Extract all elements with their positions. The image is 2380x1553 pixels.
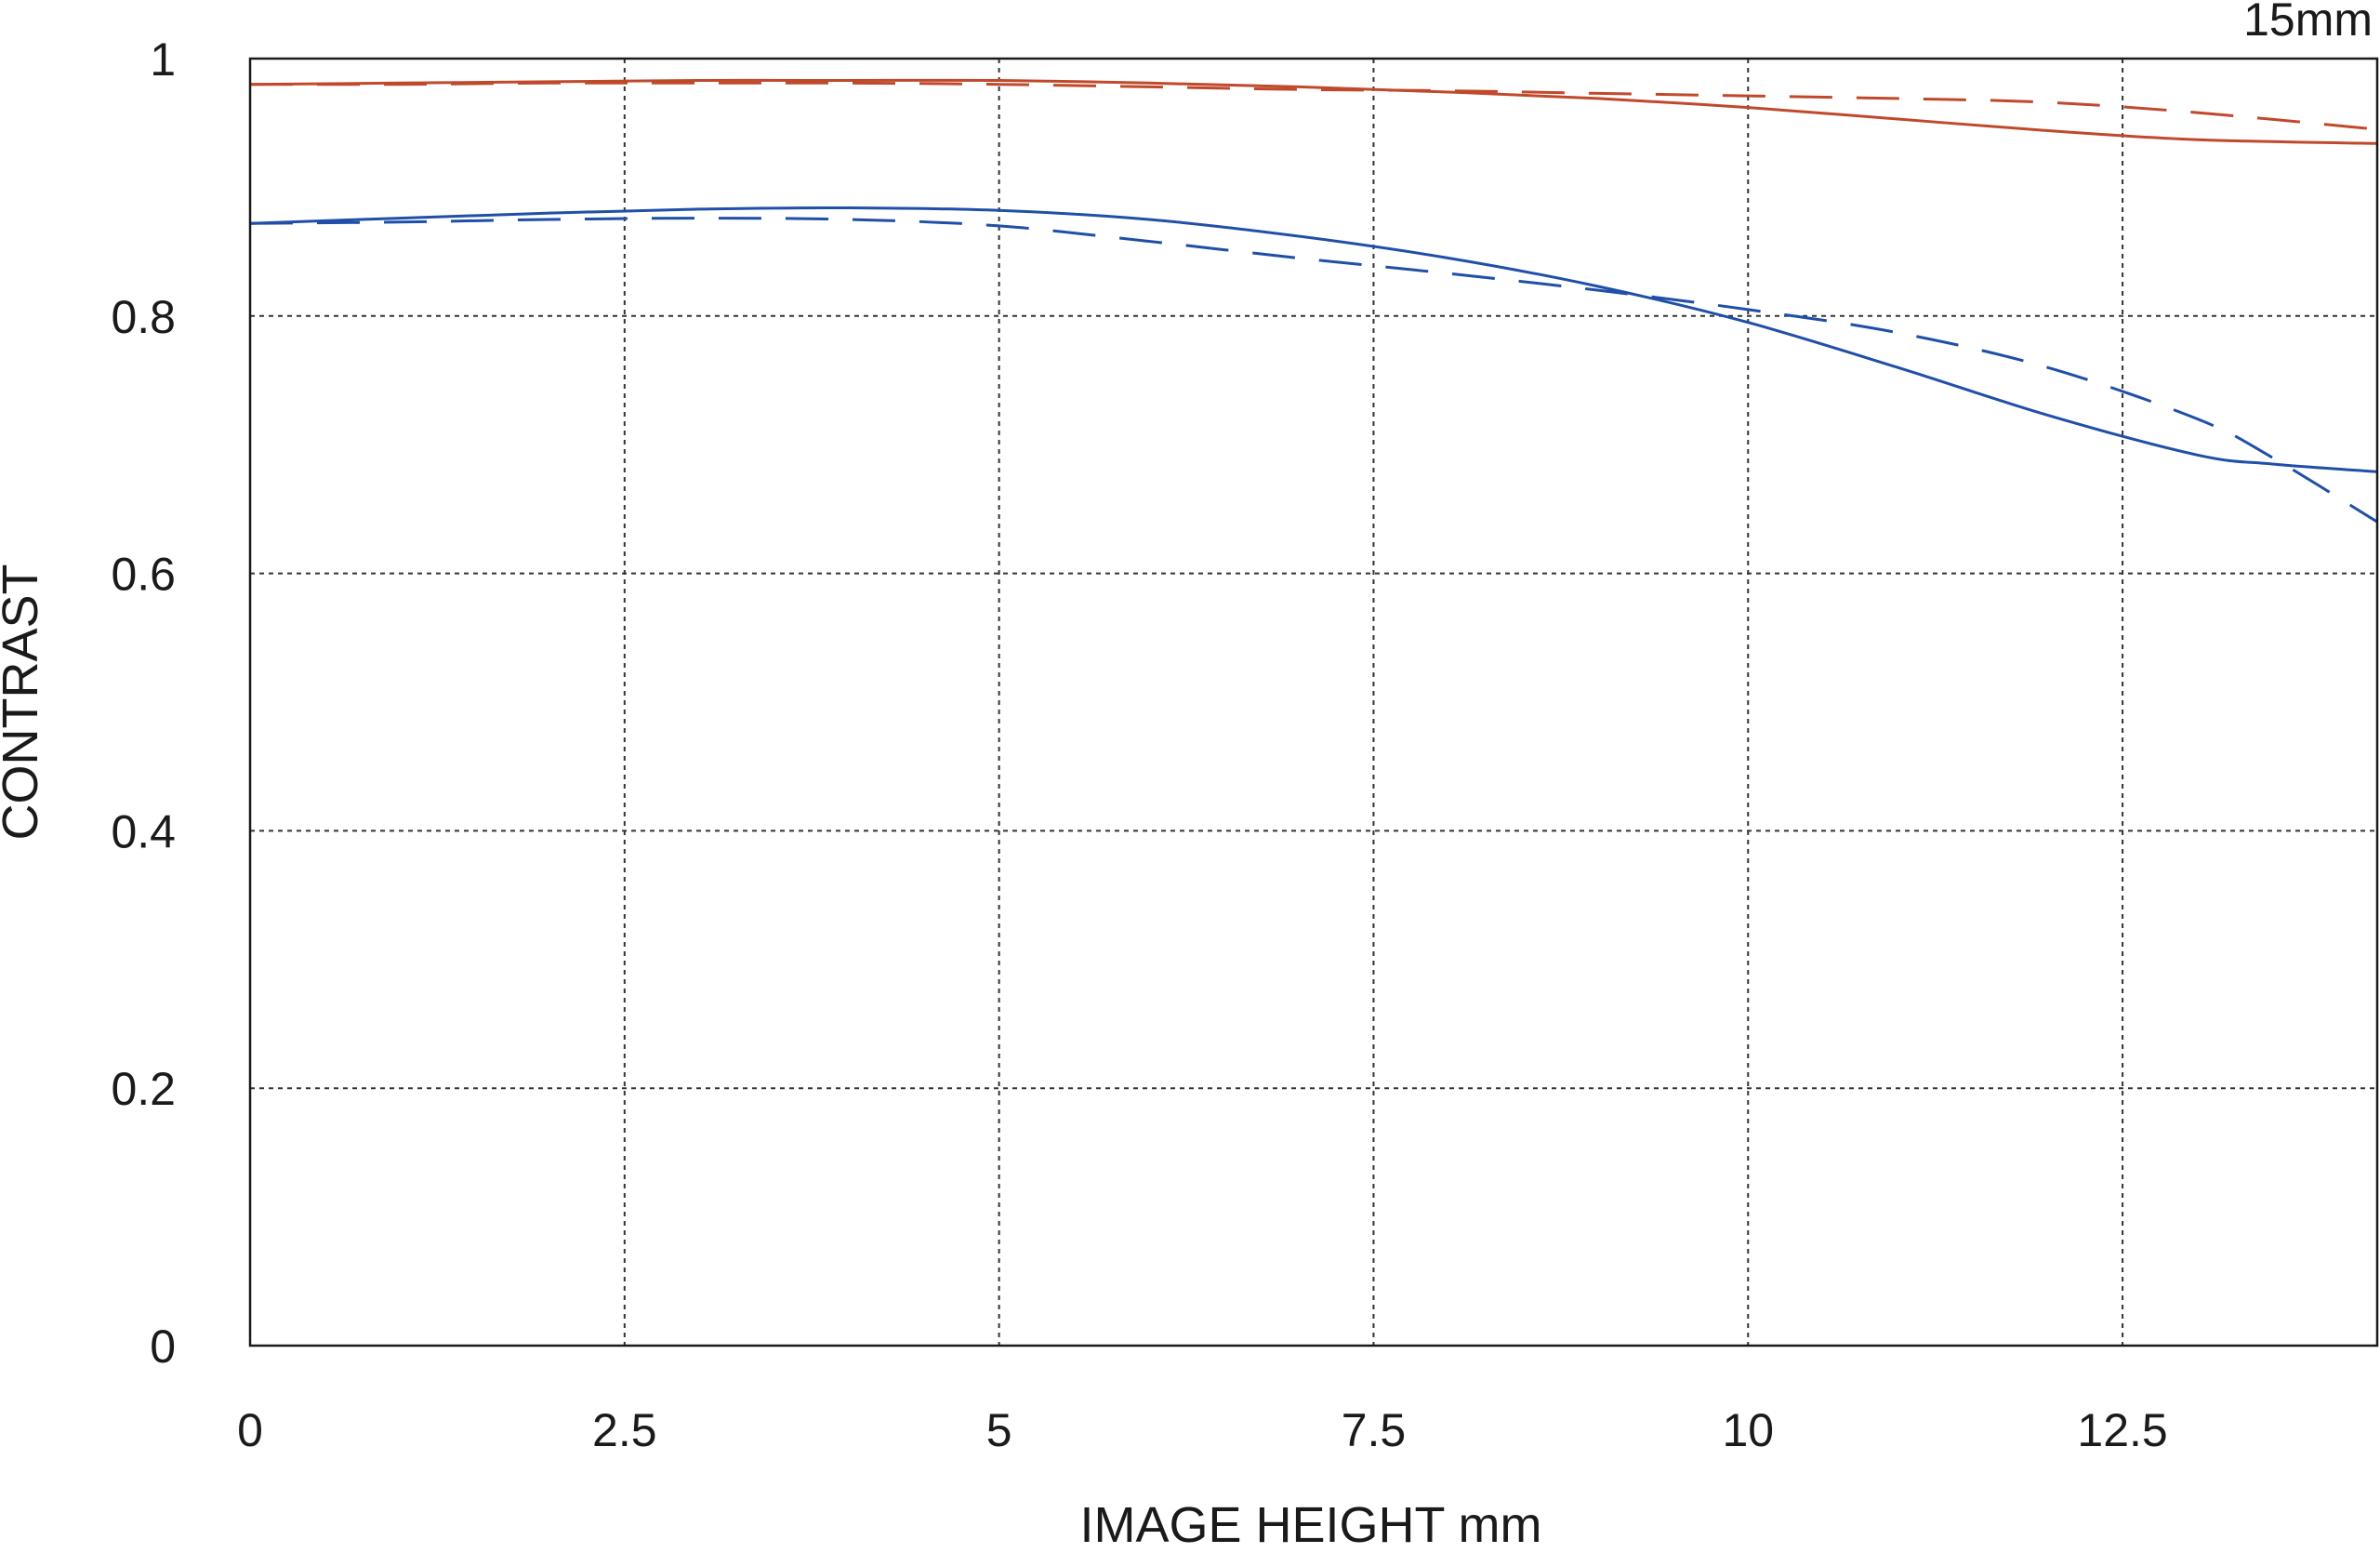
chart-title: 15mm [2243, 0, 2373, 46]
y-tick-label: 0.2 [111, 1063, 176, 1115]
blue-solid-series-line [249, 206, 2378, 473]
grid-lines [250, 59, 2377, 1346]
y-tick-label: 1 [150, 33, 176, 86]
y-tick-label: 0.8 [111, 291, 176, 343]
x-tick-label: 0 [237, 1404, 263, 1456]
series-lines [249, 78, 2378, 524]
x-axis-title: IMAGE HEIGHT mm [1079, 1497, 1541, 1553]
plot-frame [248, 57, 2379, 1347]
y-tick-label: 0.6 [111, 549, 176, 601]
x-tick-label: 2.5 [592, 1404, 657, 1456]
y-tick-label: 0 [150, 1321, 176, 1373]
y-axis-title: CONTRAST [0, 564, 48, 841]
red-dashed-series-line [249, 81, 2378, 131]
y-tick-labels: 0 0.2 0.4 0.6 0.8 1 [111, 33, 176, 1373]
blue-dashed-series-line [249, 217, 2378, 524]
x-tick-label: 5 [986, 1404, 1012, 1456]
x-tick-label: 7.5 [1342, 1404, 1407, 1456]
red-solid-series-line [249, 78, 2378, 145]
y-tick-label: 0.4 [111, 805, 176, 857]
x-tick-label: 12.5 [2077, 1404, 2167, 1456]
x-tick-labels: 0 2.5 5 7.5 10 12.5 [237, 1404, 2168, 1456]
x-tick-label: 10 [1722, 1404, 1774, 1456]
